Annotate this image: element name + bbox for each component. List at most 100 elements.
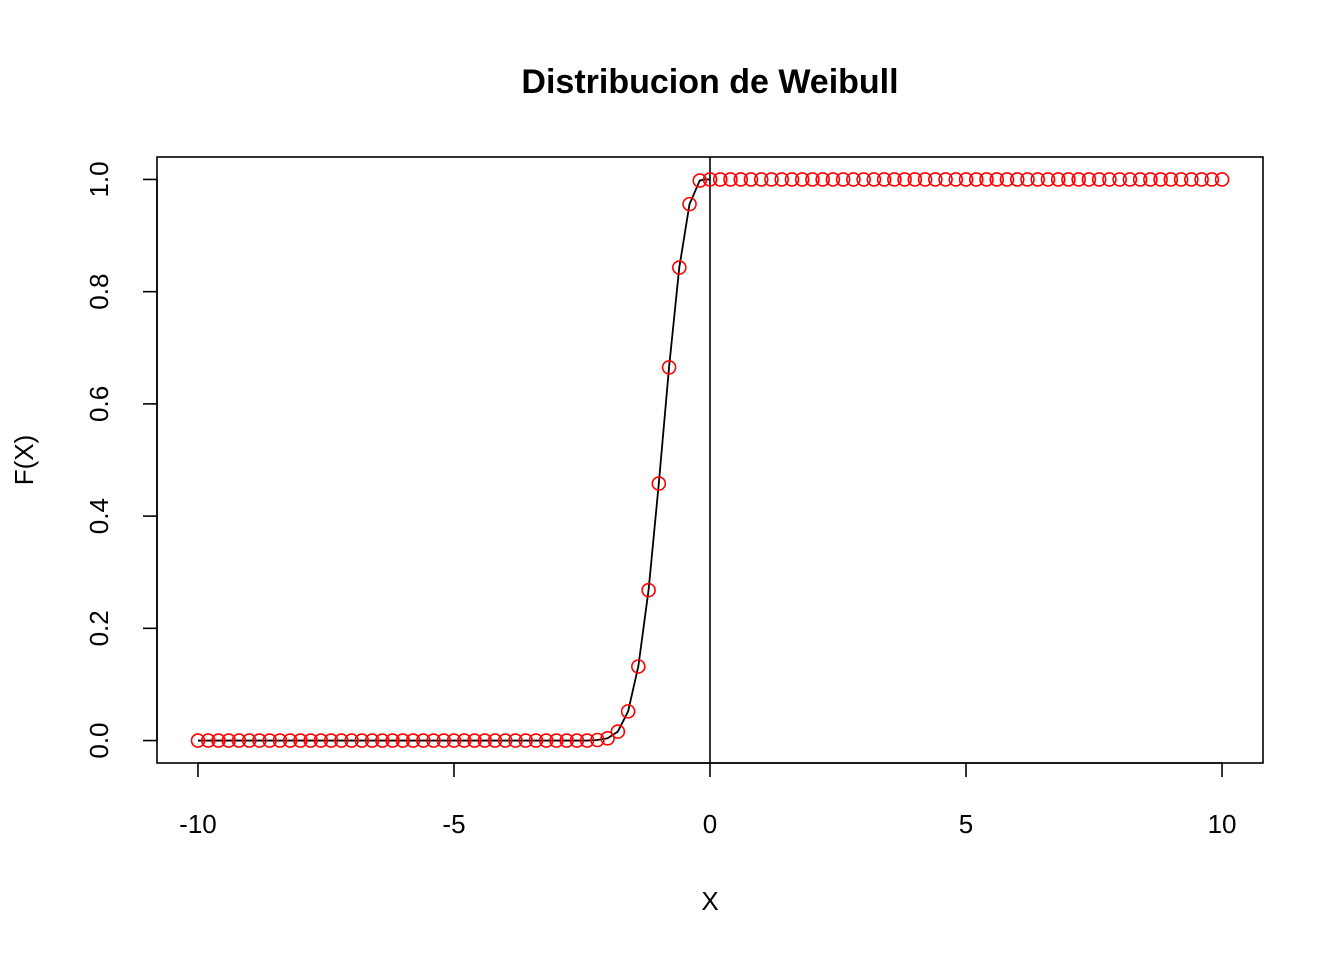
data-point	[866, 172, 882, 187]
data-point	[405, 733, 421, 748]
data-point	[190, 733, 206, 748]
data-point	[743, 172, 759, 187]
data-point	[805, 172, 820, 187]
data-point	[385, 733, 400, 748]
data-point	[1030, 172, 1045, 187]
data-point	[948, 172, 964, 187]
data-point	[907, 172, 923, 187]
data-point	[282, 733, 298, 748]
data-point	[794, 172, 810, 187]
data-point	[200, 733, 216, 748]
data-point	[395, 733, 411, 748]
data-point	[917, 172, 933, 187]
data-point	[938, 172, 953, 187]
data-point	[600, 731, 615, 746]
y-tick-label: 0.8	[84, 274, 114, 310]
data-point	[487, 733, 503, 748]
data-point	[631, 659, 646, 674]
data-point	[549, 733, 564, 748]
cdf-line-layer	[197, 178, 710, 742]
data-point	[415, 733, 431, 748]
x-tick-label: 0	[703, 809, 717, 839]
data-point	[1061, 172, 1076, 187]
data-point	[313, 733, 329, 748]
data-point	[456, 733, 472, 748]
data-point	[559, 733, 574, 748]
data-point	[610, 724, 626, 739]
data-point	[221, 733, 236, 748]
y-tick-label: 0.4	[84, 498, 114, 534]
data-point	[723, 172, 738, 187]
data-point	[927, 172, 943, 187]
data-point	[354, 733, 370, 748]
data-point	[508, 733, 523, 748]
data-point	[1132, 172, 1148, 187]
data-point	[692, 173, 708, 188]
chart-title: Distribucion de Weibull	[521, 63, 898, 101]
data-point	[241, 733, 257, 748]
y-tick-label: 0.0	[84, 722, 114, 758]
data-point	[334, 733, 349, 748]
data-point	[262, 733, 277, 748]
data-point	[569, 733, 585, 748]
x-tick-label: -5	[442, 809, 465, 839]
data-point	[467, 733, 482, 748]
data-point	[1122, 172, 1138, 187]
data-point	[651, 476, 667, 491]
data-point	[303, 733, 318, 748]
data-point	[477, 733, 493, 748]
data-point	[293, 733, 308, 748]
data-point	[374, 733, 390, 748]
x-axis-label: X	[701, 886, 718, 916]
data-point	[989, 172, 1005, 187]
data-point	[1194, 172, 1209, 187]
data-point	[764, 172, 779, 187]
cdf-line	[197, 178, 710, 742]
x-axis: -10 -5 0 5 10	[179, 762, 1237, 839]
data-point	[815, 172, 830, 187]
y-tick-label: 1.0	[84, 161, 114, 197]
data-point	[825, 172, 841, 187]
data-point	[979, 172, 994, 187]
data-point	[1091, 172, 1107, 187]
data-point	[1204, 172, 1220, 187]
data-point	[671, 260, 687, 275]
data-point	[1071, 172, 1086, 187]
data-point	[712, 172, 728, 187]
data-point	[426, 733, 441, 748]
cdf-points-layer	[190, 172, 1230, 748]
data-point	[497, 733, 513, 748]
data-point	[518, 733, 533, 748]
data-point	[1040, 172, 1056, 187]
data-point	[538, 733, 554, 748]
data-point	[1173, 172, 1189, 187]
data-point	[579, 733, 595, 748]
data-point	[1163, 172, 1179, 187]
data-point	[1184, 172, 1199, 187]
data-point	[1050, 172, 1066, 187]
data-point	[344, 733, 359, 748]
data-point	[1112, 172, 1127, 187]
data-point	[887, 172, 902, 187]
data-point	[1214, 172, 1230, 187]
data-point	[733, 172, 749, 187]
data-point	[436, 733, 452, 748]
data-point	[252, 733, 267, 748]
data-point	[958, 172, 974, 187]
data-point	[641, 582, 656, 598]
data-point	[1102, 172, 1117, 187]
data-point	[272, 733, 288, 748]
data-point	[211, 733, 226, 748]
data-point	[590, 732, 605, 748]
x-tick-label: 10	[1208, 809, 1237, 839]
data-point	[1143, 172, 1158, 187]
data-point	[528, 733, 544, 748]
data-point	[661, 360, 677, 375]
data-point	[835, 172, 851, 187]
data-point	[231, 733, 247, 748]
data-point	[1020, 172, 1035, 187]
data-point	[999, 172, 1015, 187]
data-point	[1009, 172, 1025, 187]
data-point	[1153, 172, 1168, 187]
